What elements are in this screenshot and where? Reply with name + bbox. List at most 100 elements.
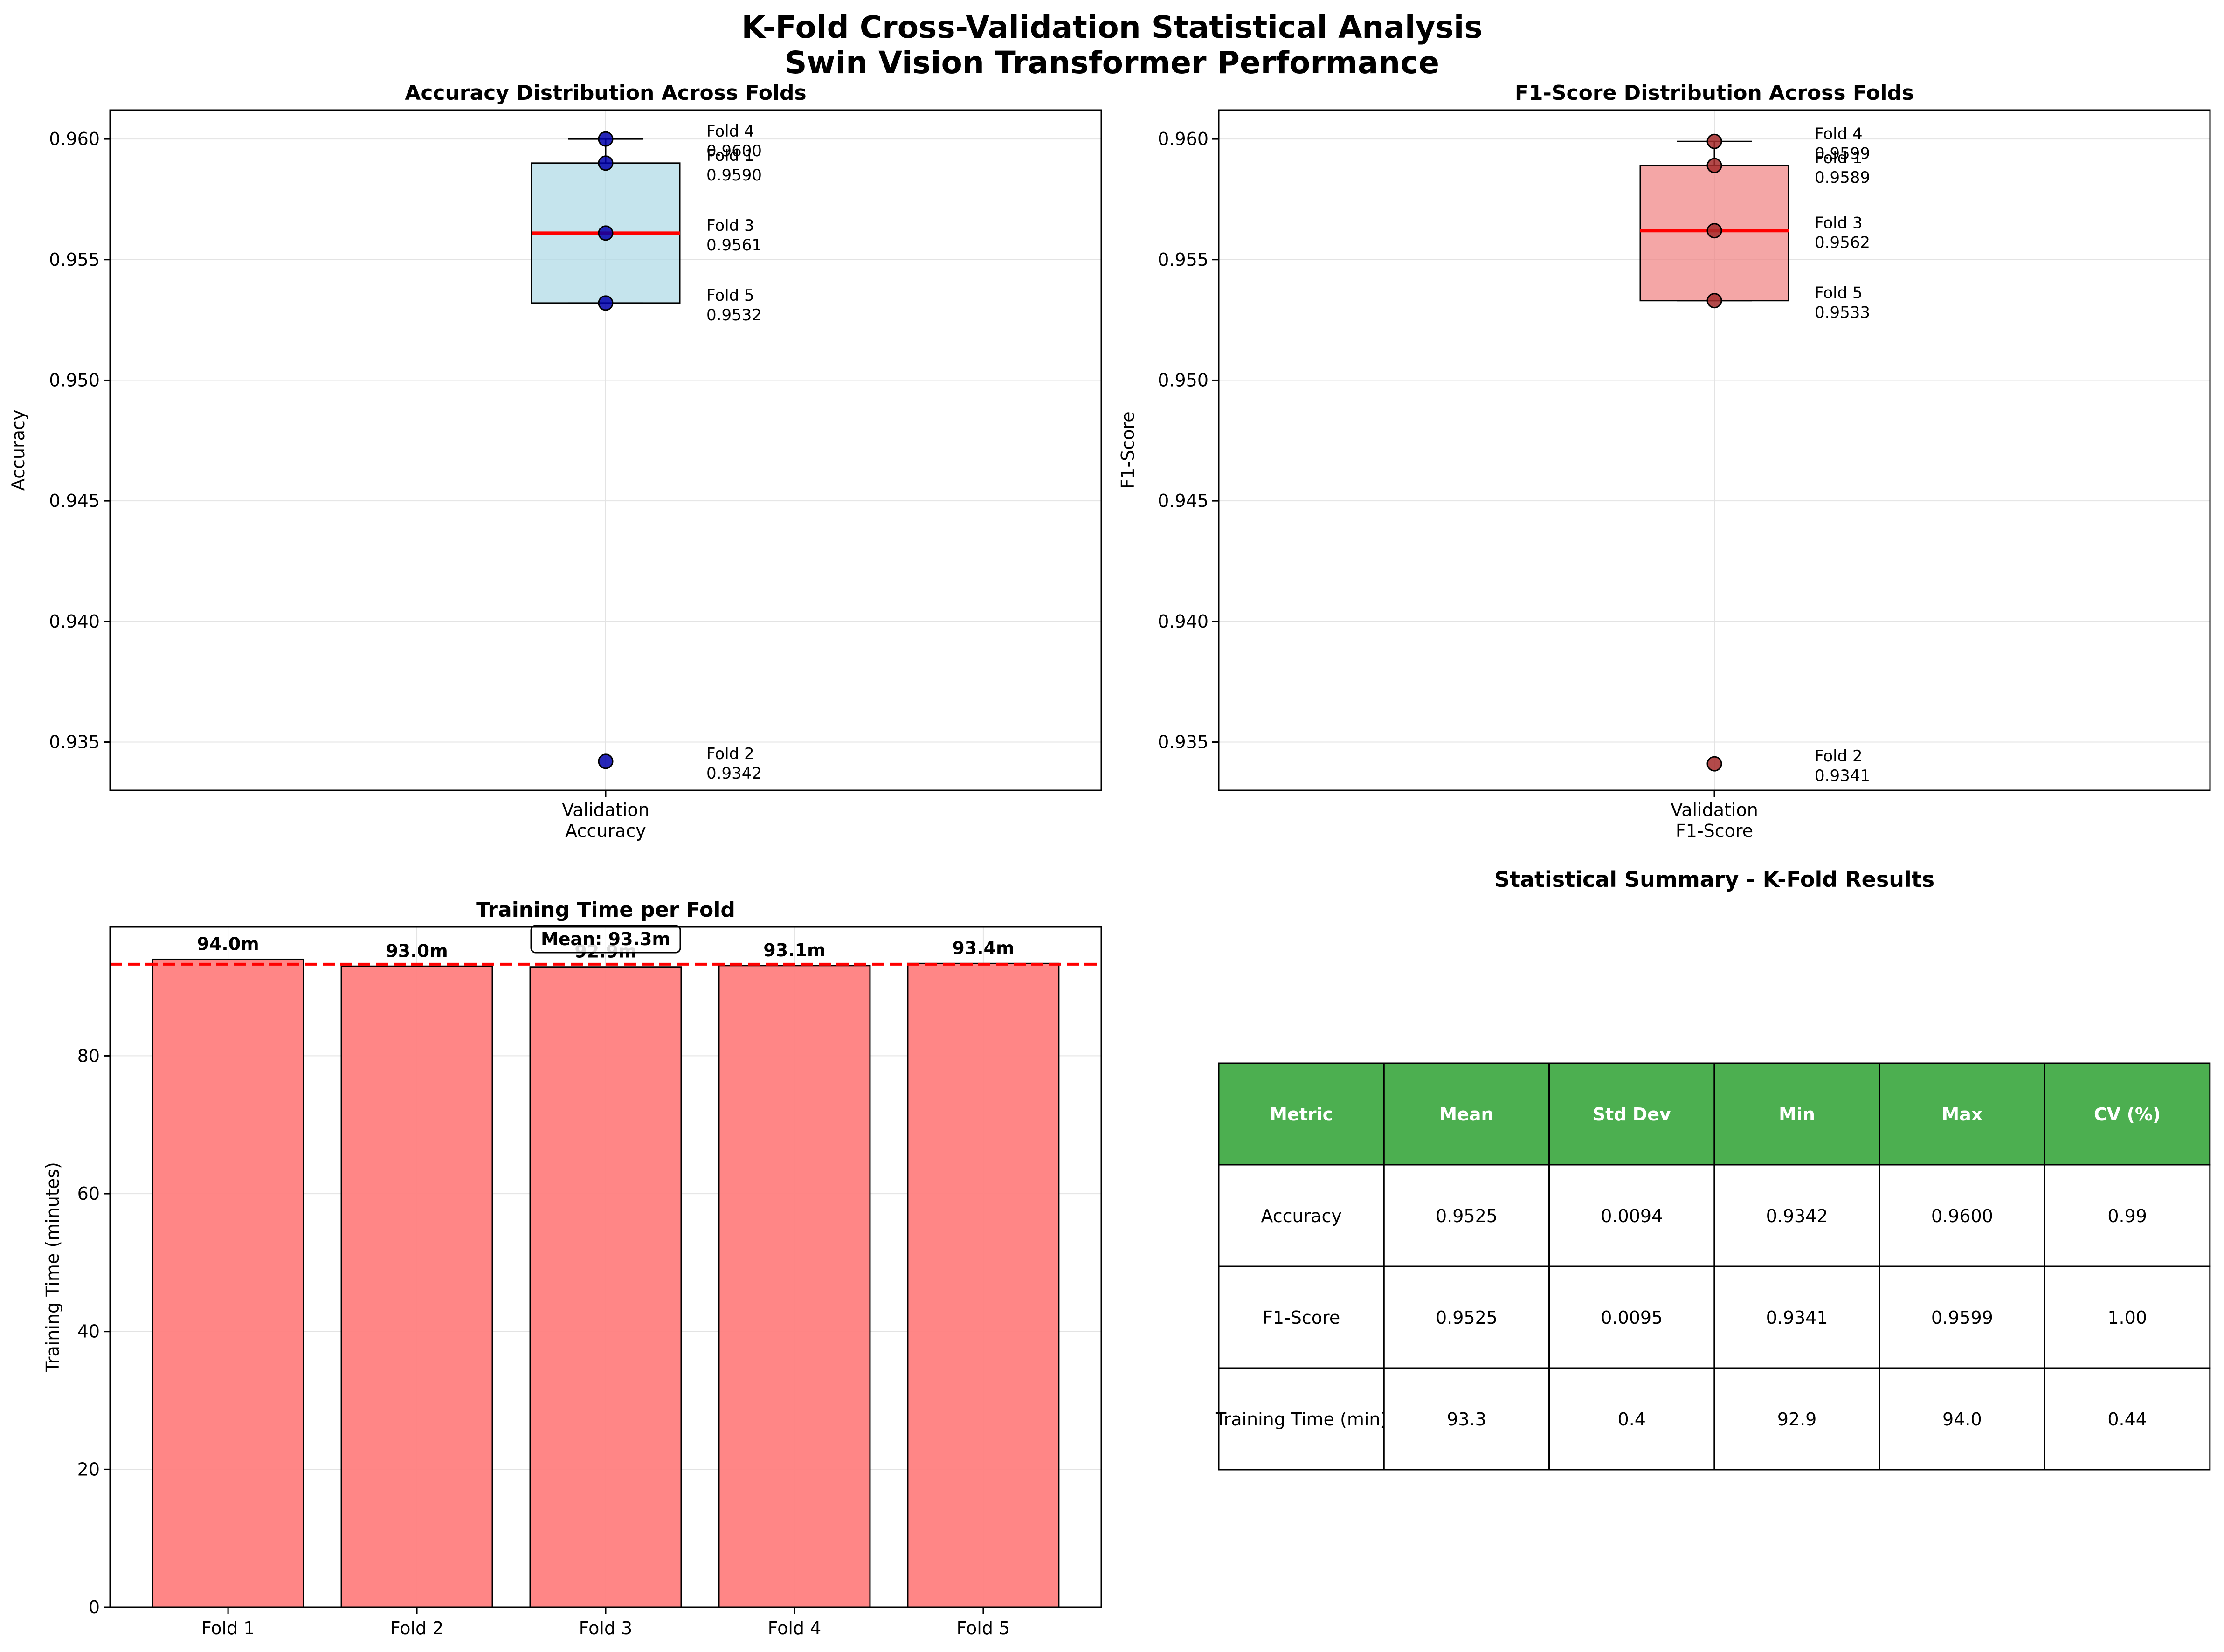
f1-point bbox=[1706, 756, 1722, 772]
accuracy-title: Accuracy Distribution Across Folds bbox=[405, 81, 806, 105]
summary-table-cell-value: 0.99 bbox=[2107, 1206, 2147, 1226]
accuracy-point bbox=[598, 131, 614, 147]
summary-table-cell bbox=[1879, 1164, 2045, 1267]
summary-table-cell-value: 1.00 bbox=[2107, 1307, 2147, 1328]
training-xtick-label: Fold 1 bbox=[201, 1618, 255, 1638]
summary-table-cell-value: 0.9599 bbox=[1931, 1307, 1993, 1328]
training-xtick-label: Fold 4 bbox=[768, 1618, 822, 1638]
f1-xtick-label-line2: F1-Score bbox=[1676, 821, 1753, 841]
summary-table-cell bbox=[1218, 1367, 1385, 1471]
summary-table-cell bbox=[1548, 1164, 1715, 1267]
accuracy-ytick-label: 0.950 bbox=[49, 370, 100, 390]
accuracy-ylabel: Accuracy bbox=[8, 410, 28, 491]
summary-table-header-cell bbox=[2044, 1062, 2211, 1166]
summary-table-cell bbox=[1713, 1265, 1880, 1369]
summary-table-cell-value: 0.9341 bbox=[1766, 1307, 1828, 1328]
summary-table-header-label: Max bbox=[1941, 1104, 1982, 1125]
summary-table-cell-value: 0.44 bbox=[2107, 1409, 2147, 1430]
summary-table-cell-value: 0.0095 bbox=[1601, 1307, 1663, 1328]
f1-point-fold-label: Fold 3 bbox=[1815, 214, 1863, 233]
f1-point bbox=[1706, 293, 1722, 309]
f1-point-value-label: 0.9562 bbox=[1815, 234, 1870, 252]
f1-point-value-label: 0.9533 bbox=[1815, 304, 1870, 322]
summary-table-cell bbox=[1879, 1367, 2045, 1471]
f1-point-value-label: 0.9341 bbox=[1815, 767, 1870, 785]
f1-xtick-label-line1: Validation bbox=[1671, 800, 1758, 820]
summary-table-cell bbox=[1383, 1367, 1550, 1471]
summary-table-cell-value: F1-Score bbox=[1263, 1307, 1340, 1328]
training-bar-value-label: 93.4m bbox=[952, 938, 1014, 958]
summary-table-cell bbox=[1383, 1164, 1550, 1267]
training-bar bbox=[340, 965, 493, 1608]
summary-table-cell bbox=[1713, 1164, 1880, 1267]
accuracy-point-value-label: 0.9590 bbox=[706, 166, 762, 185]
training-bar-value-label: 93.0m bbox=[386, 940, 448, 961]
training-ytick-label: 20 bbox=[77, 1459, 100, 1479]
f1-point-value-label: 0.9589 bbox=[1815, 168, 1870, 187]
f1-ylabel: F1-Score bbox=[1118, 411, 1138, 489]
summary-table-header-label: CV (%) bbox=[2094, 1104, 2161, 1125]
accuracy-ytick-label: 0.955 bbox=[49, 249, 100, 270]
summary-table-cell bbox=[1218, 1164, 1385, 1267]
accuracy-point bbox=[598, 295, 614, 311]
training-xtick-label: Fold 5 bbox=[957, 1618, 1010, 1638]
accuracy-point-value-label: 0.9561 bbox=[706, 236, 762, 255]
summary-table-header-label: Mean bbox=[1439, 1104, 1493, 1125]
summary-table-header-label: Metric bbox=[1270, 1104, 1333, 1125]
accuracy-point bbox=[598, 753, 614, 769]
f1-point bbox=[1706, 133, 1722, 149]
training-title: Training Time per Fold bbox=[476, 898, 735, 922]
f1-point-value-label: 0.9599 bbox=[1815, 144, 1870, 163]
f1-point-fold-label: Fold 1 bbox=[1815, 149, 1863, 167]
summary-table-cell bbox=[1548, 1265, 1715, 1369]
accuracy-xtick-label-line1: Validation bbox=[562, 800, 649, 820]
f1-point-fold-label: Fold 4 bbox=[1815, 124, 1863, 143]
summary-table-cell-value: 92.9 bbox=[1777, 1409, 1817, 1430]
summary-table-cell bbox=[1713, 1367, 1880, 1471]
summary-table-header-cell bbox=[1879, 1062, 2045, 1166]
f1-ytick-label: 0.950 bbox=[1158, 370, 1209, 390]
training-ytick-label: 80 bbox=[77, 1045, 100, 1066]
summary-table-header-label: Min bbox=[1779, 1104, 1815, 1125]
accuracy-panel: Fold 10.9590 Fold 20.9342 Fold 30.9561 Fold… bbox=[8, 81, 1102, 841]
summary-table-cell bbox=[2044, 1164, 2211, 1267]
summary-table-cell-value: 0.9525 bbox=[1436, 1307, 1498, 1328]
training-bar-value-label: 93.1m bbox=[763, 940, 825, 961]
summary-table-cell-value: 93.3 bbox=[1447, 1409, 1486, 1430]
summary-table-header-cell bbox=[1713, 1062, 1880, 1166]
summary-table-cell-value: 94.0 bbox=[1942, 1409, 1982, 1430]
f1-point-fold-label: Fold 2 bbox=[1815, 747, 1863, 766]
training-ytick-label: 60 bbox=[77, 1183, 100, 1204]
f1-point bbox=[1706, 158, 1722, 173]
summary-table-cell-value: 0.4 bbox=[1618, 1409, 1646, 1430]
training-ylabel: Training Time (minutes) bbox=[42, 1162, 63, 1373]
accuracy-point-value-label: 0.9342 bbox=[706, 764, 762, 783]
summary-table-cell bbox=[2044, 1265, 2211, 1369]
summary-table-header-cell bbox=[1383, 1062, 1550, 1166]
accuracy-point-fold-label: Fold 4 bbox=[706, 122, 754, 141]
summary-table-cell bbox=[2044, 1367, 2211, 1471]
summary-table-header-cell bbox=[1218, 1062, 1385, 1166]
accuracy-xtick-label-line2: Accuracy bbox=[565, 821, 646, 841]
training-ytick-label: 40 bbox=[77, 1321, 100, 1342]
accuracy-ytick-label: 0.945 bbox=[49, 491, 100, 511]
accuracy-ytick-label: 0.960 bbox=[49, 129, 100, 149]
training-ytick-label: 0 bbox=[89, 1597, 100, 1617]
accuracy-point bbox=[598, 225, 614, 241]
f1-ytick-label: 0.945 bbox=[1158, 491, 1209, 511]
accuracy-point-fold-label: Fold 1 bbox=[706, 146, 754, 165]
training-mean-label: Mean: 93.3m bbox=[541, 929, 670, 949]
training-mean-label-box bbox=[530, 925, 681, 954]
summary-table-cell-value: 0.9600 bbox=[1931, 1206, 1993, 1226]
training-bar-value-label: 94.0m bbox=[197, 933, 259, 954]
f1-panel: Fold 10.9589 Fold 20.9341 Fold 30.9562 Fold… bbox=[1118, 81, 2211, 841]
accuracy-point bbox=[598, 155, 614, 171]
accuracy-point-value-label: 0.9532 bbox=[706, 306, 762, 325]
f1-ytick-label: 0.955 bbox=[1158, 249, 1209, 270]
summary-table-panel: Statistical Summary - K-Fold Results Metr… bbox=[1215, 867, 2211, 1471]
summary-table-cell-value: Training Time (min) bbox=[1215, 1409, 1387, 1430]
accuracy-point-value-label: 0.9600 bbox=[706, 142, 762, 160]
f1-ytick-label: 0.935 bbox=[1158, 732, 1209, 753]
